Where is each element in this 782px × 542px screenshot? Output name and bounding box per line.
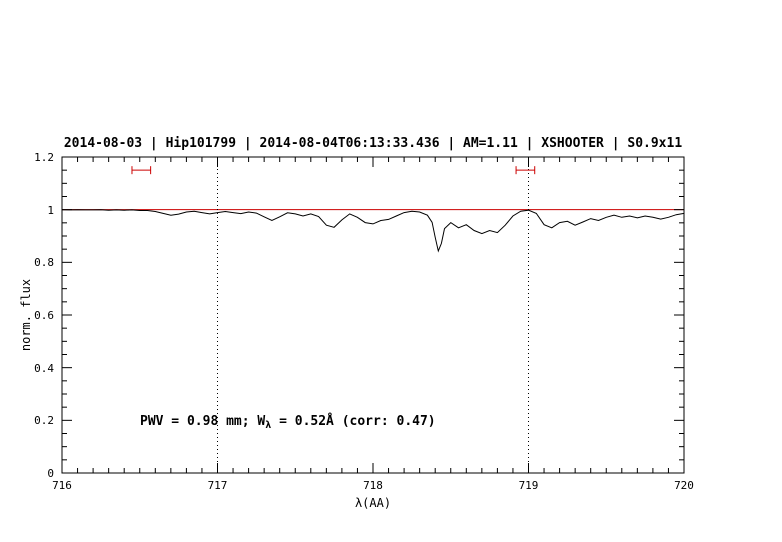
y-tick-label: 0	[47, 467, 54, 480]
pwv-annotation: PWV = 0.98 mm; Wλ = 0.52Å (corr: 0.47)	[140, 413, 436, 431]
y-tick-label: 0.2	[34, 414, 54, 427]
x-axis-label: λ(AA)	[355, 496, 391, 510]
pwv-annotation-post: = 0.52Å (corr: 0.47)	[271, 413, 435, 429]
band-markers-layer	[131, 166, 536, 175]
x-tick-label: 720	[674, 479, 694, 492]
axis-frame	[61, 156, 685, 474]
y-axis-label: norm. flux	[19, 279, 33, 351]
pwv-annotation-pre: PWV = 0.98 mm; W	[140, 414, 265, 429]
pwv-annotation-sub: λ	[265, 420, 271, 431]
x-tick-label: 717	[208, 479, 228, 492]
y-tick-label: 0.6	[34, 309, 54, 322]
y-tick-label: 1	[47, 204, 54, 217]
spectrum-curve-layer	[61, 209, 685, 253]
x-tick-label: 719	[519, 479, 539, 492]
x-tick-label: 716	[52, 479, 72, 492]
y-tick-label: 0.8	[34, 256, 54, 269]
y-tick-label: 0.4	[34, 362, 54, 375]
plot-title: 2014-08-03 | Hip101799 | 2014-08-04T06:1…	[64, 136, 682, 151]
y-tick-label: 1.2	[34, 151, 54, 164]
spectrum-curve	[61, 209, 685, 253]
dotted-vlines-layer	[217, 157, 529, 473]
x-tick-label: 718	[363, 479, 383, 492]
